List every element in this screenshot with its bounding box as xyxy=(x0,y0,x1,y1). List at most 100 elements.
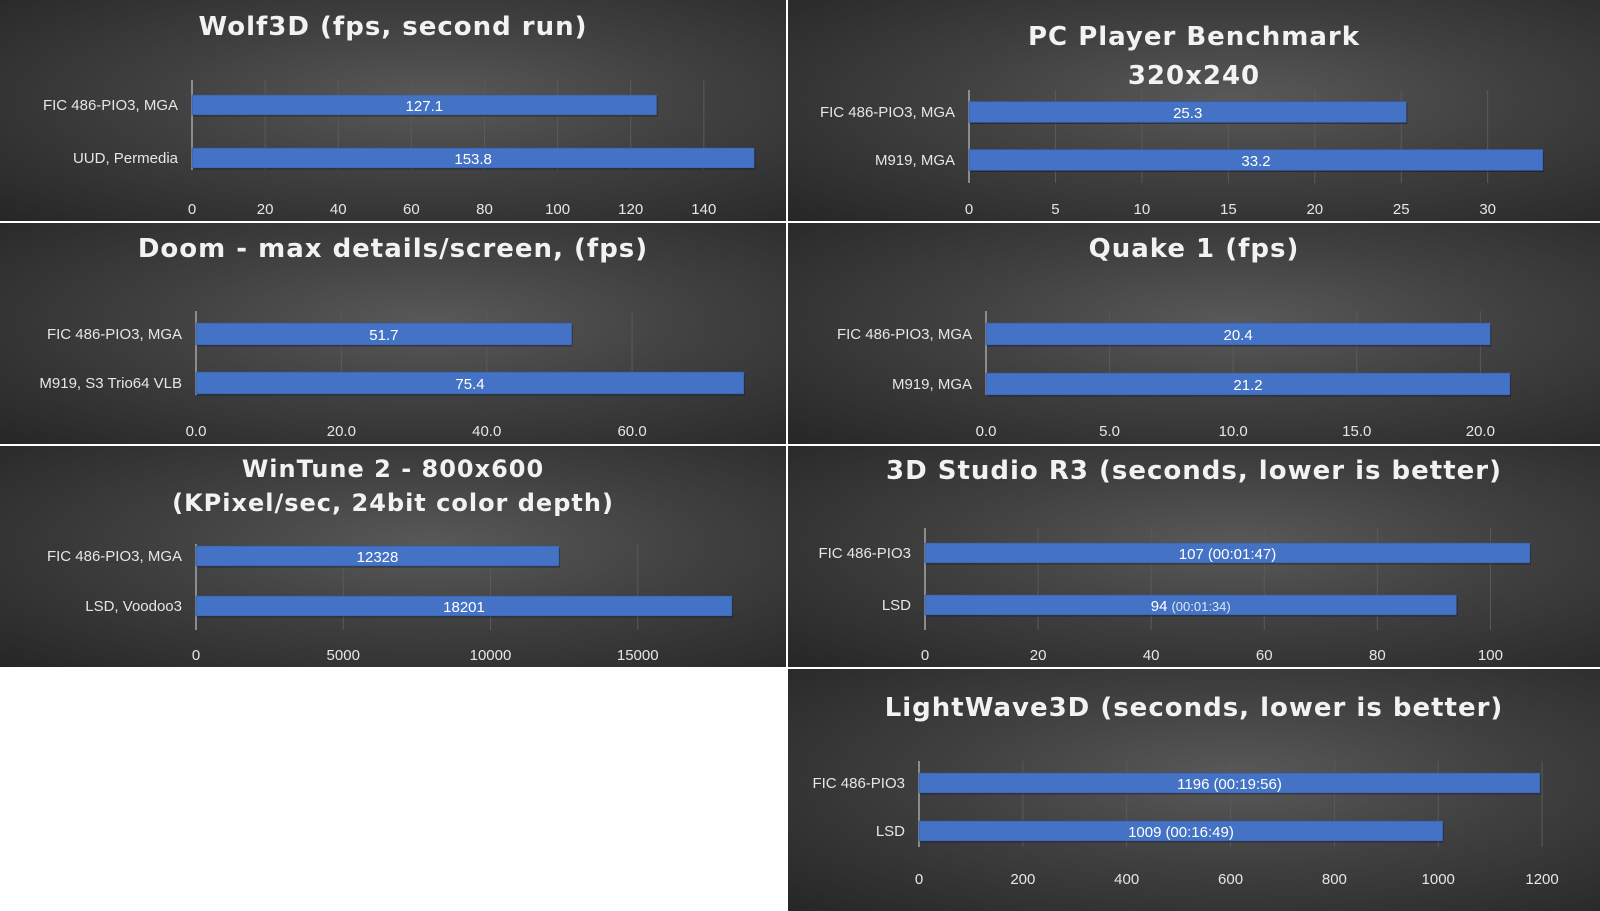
chart-panel-3dstudio: 3D Studio R3 (seconds, lower is better) 0… xyxy=(788,446,1600,667)
data-label-value: 18201 xyxy=(443,599,485,616)
chart-panel-lightwave: LightWave3D (seconds, lower is better) 0 2… xyxy=(788,669,1600,911)
x-tick-label: 25 xyxy=(1393,201,1410,218)
bar xyxy=(195,371,745,395)
x-tick-label: 200 xyxy=(1010,871,1035,888)
category-label: FIC 486-PIO3, MGA xyxy=(47,326,182,343)
x-tick-label: 20 xyxy=(1030,647,1047,664)
x-tick-label: 40.0 xyxy=(472,423,501,440)
bar xyxy=(918,772,1541,794)
bar xyxy=(195,595,733,617)
category-label: LSD xyxy=(882,597,911,614)
category-label: UUD, Permedia xyxy=(73,150,179,167)
data-label-time: (00:01:47) xyxy=(1208,546,1276,563)
chart-title: Doom - max details/screen, (fps) xyxy=(138,234,648,264)
chart-svg: PC Player Benchmark 320x240 0 5 10 15 20 25 30 FI… xyxy=(820,22,1544,218)
category-label: FIC 486-PIO3, MGA xyxy=(43,97,178,114)
x-tick-label: 15000 xyxy=(617,647,659,664)
data-label-value: 20.4 xyxy=(1224,327,1253,344)
data-label: 33.2 xyxy=(1241,153,1270,170)
bar xyxy=(191,147,755,169)
data-label: 94 (00:01:34) xyxy=(1151,598,1231,615)
x-tick-label: 0 xyxy=(192,647,200,664)
chart-title: 3D Studio R3 (seconds, lower is better) xyxy=(886,456,1502,486)
data-label: 75.4 xyxy=(455,376,484,393)
data-label-value: 21.2 xyxy=(1233,377,1262,394)
chart-title: (KPixel/sec, 24bit color depth) xyxy=(172,489,614,517)
x-tick-label: 0 xyxy=(921,647,929,664)
x-tick-label: 20.0 xyxy=(1466,423,1495,440)
data-label-value: 51.7 xyxy=(369,327,398,344)
bar xyxy=(985,372,1511,396)
data-label-value: 1196 xyxy=(1177,776,1209,793)
chart-panel-doom: Doom - max details/screen, (fps) 0.0 20.0 4… xyxy=(0,223,786,444)
bar xyxy=(191,94,657,116)
category-label: FIC 486-PIO3 xyxy=(818,545,911,562)
data-label-time: (00:16:49) xyxy=(1165,824,1233,841)
x-tick-label: 0 xyxy=(188,201,196,218)
x-tick-label: 60.0 xyxy=(617,423,646,440)
data-label-value: 107 xyxy=(1179,546,1204,563)
x-tick-label: 100 xyxy=(1478,647,1503,664)
chart-panel-quake: Quake 1 (fps) 0.0 5.0 10.0 15.0 20.0 FIC 486-P… xyxy=(788,223,1600,444)
x-tick-label: 400 xyxy=(1114,871,1139,888)
bar xyxy=(195,545,560,567)
data-label-value: 25.3 xyxy=(1173,105,1202,122)
x-tick-label: 15.0 xyxy=(1342,423,1371,440)
data-label: 1009 (00:16:49) xyxy=(1128,824,1234,841)
chart-svg: Quake 1 (fps) 0.0 5.0 10.0 15.0 20.0 FIC 486-P… xyxy=(837,234,1511,440)
bar xyxy=(924,594,1457,616)
data-label: 1196 (00:19:56) xyxy=(1177,776,1282,793)
bar xyxy=(918,820,1444,842)
chart-title: Wolf3D (fps, second run) xyxy=(198,12,587,42)
chart-title: WinTune 2 - 800x600 xyxy=(242,455,544,483)
data-label: 12328 xyxy=(357,549,399,566)
x-tick-label: 5 xyxy=(1051,201,1059,218)
chart-title: Quake 1 (fps) xyxy=(1089,234,1300,264)
bar xyxy=(968,101,1407,123)
data-label: 21.2 xyxy=(1233,377,1262,394)
x-tick-label: 5.0 xyxy=(1099,423,1120,440)
category-label: FIC 486-PIO3, MGA xyxy=(47,548,182,565)
chart-svg: 3D Studio R3 (seconds, lower is better) 0… xyxy=(818,456,1531,664)
x-tick-label: 140 xyxy=(691,201,716,218)
x-tick-label: 800 xyxy=(1322,871,1347,888)
data-label: 51.7 xyxy=(369,327,398,344)
data-label: 20.4 xyxy=(1224,327,1253,344)
x-tick-label: 600 xyxy=(1218,871,1243,888)
chart-title: PC Player Benchmark xyxy=(1028,22,1360,52)
x-tick-label: 20 xyxy=(1306,201,1323,218)
bar xyxy=(195,322,573,346)
x-tick-label: 1200 xyxy=(1525,871,1558,888)
x-tick-label: 10 xyxy=(1134,201,1151,218)
data-label-value: 153.8 xyxy=(454,151,492,168)
category-label: LSD, Voodoo3 xyxy=(85,598,182,615)
x-tick-label: 0 xyxy=(915,871,923,888)
chart-svg: LightWave3D (seconds, lower is better) 0 2… xyxy=(812,693,1558,888)
chart-svg: WinTune 2 - 800x600 (KPixel/sec, 24bit co… xyxy=(47,455,733,664)
data-label-value: 33.2 xyxy=(1241,153,1270,170)
chart-title: LightWave3D (seconds, lower is better) xyxy=(885,693,1504,723)
category-label: LSD xyxy=(876,823,905,840)
data-label-value: 94 xyxy=(1151,598,1168,615)
x-tick-label: 80 xyxy=(1369,647,1386,664)
data-label: 18201 xyxy=(443,599,485,616)
bar xyxy=(985,322,1491,346)
chart-title: 320x240 xyxy=(1128,61,1260,91)
chart-svg: Wolf3D (fps, second run) 0 20 40 60 80 100 120 1… xyxy=(43,12,756,218)
data-label-time: (00:19:56) xyxy=(1213,776,1281,793)
data-label: 153.8 xyxy=(454,151,492,168)
x-tick-label: 10.0 xyxy=(1219,423,1248,440)
x-tick-label: 40 xyxy=(1143,647,1160,664)
data-label-value: 12328 xyxy=(357,549,399,566)
data-label-value: 1009 xyxy=(1128,824,1161,841)
x-tick-label: 60 xyxy=(403,201,420,218)
category-label: FIC 486-PIO3, MGA xyxy=(820,104,955,121)
chart-svg: Doom - max details/screen, (fps) 0.0 20.0 4… xyxy=(39,234,745,440)
chart-panel-wintune: WinTune 2 - 800x600 (KPixel/sec, 24bit co… xyxy=(0,446,786,667)
x-tick-label: 120 xyxy=(618,201,643,218)
x-tick-label: 0.0 xyxy=(976,423,997,440)
x-tick-label: 20.0 xyxy=(327,423,356,440)
category-label: M919, MGA xyxy=(892,376,972,393)
x-tick-label: 80 xyxy=(476,201,493,218)
data-label-time: (00:01:34) xyxy=(1171,599,1230,614)
